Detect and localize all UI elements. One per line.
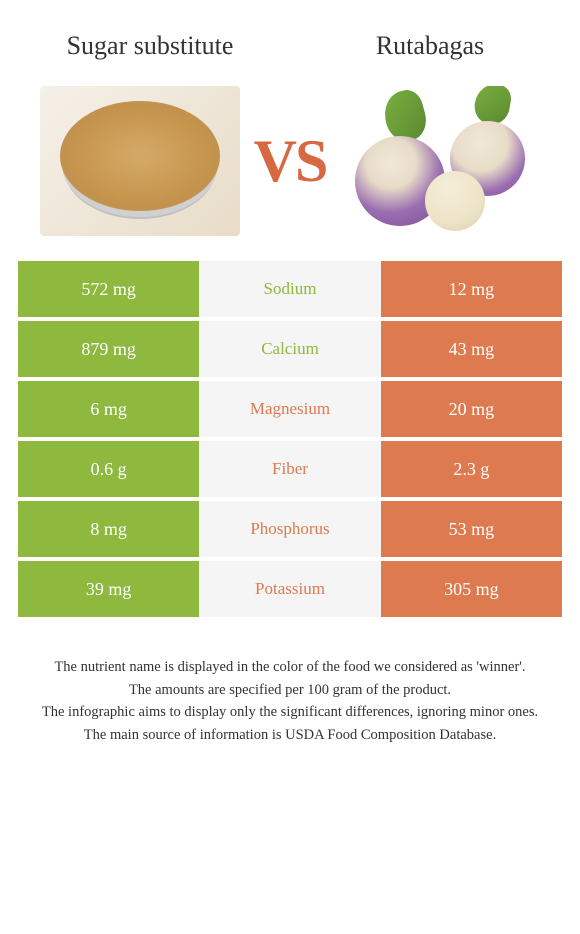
food-title-right: Rutabagas (330, 30, 530, 61)
left-value: 0.6 g (18, 441, 199, 497)
footer-line: The main source of information is USDA F… (30, 724, 550, 746)
nutrient-table: 572 mgSodium12 mg879 mgCalcium43 mg6 mgM… (0, 261, 580, 617)
nutrient-label: Potassium (199, 561, 380, 617)
table-row: 0.6 gFiber2.3 g (18, 441, 562, 497)
nutrient-label: Magnesium (199, 381, 380, 437)
table-row: 6 mgMagnesium20 mg (18, 381, 562, 437)
right-value: 12 mg (381, 261, 562, 317)
left-value: 572 mg (18, 261, 199, 317)
footer-line: The infographic aims to display only the… (30, 701, 550, 723)
right-value: 43 mg (381, 321, 562, 377)
table-row: 879 mgCalcium43 mg (18, 321, 562, 377)
nutrient-label: Calcium (199, 321, 380, 377)
table-row: 8 mgPhosphorus53 mg (18, 501, 562, 557)
right-value: 305 mg (381, 561, 562, 617)
vs-label: VS (254, 127, 327, 196)
left-value: 879 mg (18, 321, 199, 377)
food-image-right (340, 86, 540, 236)
footer-line: The amounts are specified per 100 gram o… (30, 679, 550, 701)
food-title-left: Sugar substitute (50, 30, 250, 61)
right-value: 2.3 g (381, 441, 562, 497)
nutrient-label: Phosphorus (199, 501, 380, 557)
nutrient-label: Fiber (199, 441, 380, 497)
nutrient-label: Sodium (199, 261, 380, 317)
images-row: VS (0, 71, 580, 261)
table-row: 39 mgPotassium305 mg (18, 561, 562, 617)
left-value: 39 mg (18, 561, 199, 617)
footer-notes: The nutrient name is displayed in the co… (0, 621, 580, 746)
footer-line: The nutrient name is displayed in the co… (30, 656, 550, 678)
right-value: 20 mg (381, 381, 562, 437)
left-value: 6 mg (18, 381, 199, 437)
header: Sugar substitute Rutabagas (0, 0, 580, 71)
table-row: 572 mgSodium12 mg (18, 261, 562, 317)
right-value: 53 mg (381, 501, 562, 557)
food-image-left (40, 86, 240, 236)
left-value: 8 mg (18, 501, 199, 557)
